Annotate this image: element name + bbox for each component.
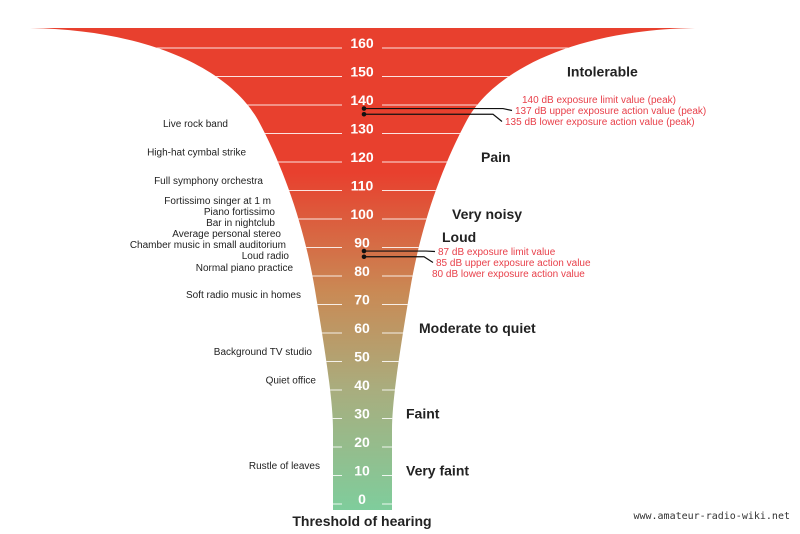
- limit-marker-dot: [361, 106, 367, 111]
- tick-label: 120: [350, 149, 374, 165]
- limit-marker-line: [364, 107, 513, 112]
- example-label: Loud radio: [242, 251, 290, 262]
- example-label: Soft radio music in homes: [186, 290, 301, 301]
- watermark: www.amateur-radio-wiki.net: [633, 511, 790, 522]
- category-label: Faint: [406, 406, 440, 422]
- category-label: Very noisy: [452, 206, 522, 222]
- exposure-limit-label: 135 dB lower exposure action value (peak…: [505, 117, 695, 128]
- limit-marker-line: [364, 256, 434, 264]
- tick-label: 50: [354, 349, 370, 365]
- exposure-limit-label: 137 dB upper exposure action value (peak…: [515, 106, 706, 117]
- tick-label: 20: [354, 434, 370, 450]
- example-label: Live rock band: [163, 119, 228, 130]
- funnel-shape: [30, 28, 695, 510]
- tick-label: 130: [350, 121, 374, 137]
- category-label: Moderate to quiet: [419, 320, 536, 336]
- example-label: Chamber music in small auditorium: [130, 240, 286, 251]
- tick-label: 10: [354, 463, 370, 479]
- tick-label: 60: [354, 320, 370, 336]
- category-label: Loud: [442, 229, 476, 245]
- threshold-of-hearing-label: Threshold of hearing: [292, 513, 431, 529]
- limit-marker-dot: [361, 111, 367, 117]
- tick-label: 160: [350, 35, 374, 51]
- tick-label: 80: [354, 263, 370, 279]
- tick-label: 90: [354, 235, 370, 251]
- tick-label: 0: [358, 491, 366, 507]
- exposure-limit-label: 85 dB upper exposure action value: [436, 258, 591, 269]
- example-label: High-hat cymbal strike: [147, 147, 246, 158]
- tick-label: 150: [350, 64, 374, 80]
- tick-label: 140: [350, 92, 374, 108]
- example-label: Quiet office: [266, 375, 317, 386]
- category-label: Very faint: [406, 463, 469, 479]
- tick-label: 100: [350, 206, 374, 222]
- example-label: Full symphony orchestra: [154, 176, 263, 187]
- limit-marker-dot: [361, 248, 367, 254]
- example-label: Fortissimo singer at 1 m: [164, 196, 271, 207]
- example-label: Rustle of leaves: [249, 461, 320, 472]
- example-label: Bar in nightclub: [206, 218, 275, 229]
- exposure-limit-label: 80 dB lower exposure action value: [432, 269, 585, 280]
- example-label: Background TV studio: [214, 347, 313, 358]
- example-label: Piano fortissimo: [204, 207, 276, 218]
- limit-marker-line: [364, 113, 503, 122]
- category-label: Pain: [481, 149, 511, 165]
- category-label: Intolerable: [567, 64, 638, 80]
- tick-label: 110: [351, 178, 374, 194]
- example-label: Average personal stereo: [172, 229, 281, 240]
- exposure-limit-label: 87 dB exposure limit value: [438, 247, 556, 258]
- limit-marker-dot: [361, 254, 367, 260]
- exposure-limit-label: 140 dB exposure limit value (peak): [522, 95, 676, 106]
- tick-label: 40: [354, 377, 370, 393]
- example-label: Normal piano practice: [196, 263, 294, 274]
- tick-label: 70: [354, 292, 370, 308]
- tick-label: 30: [354, 406, 370, 422]
